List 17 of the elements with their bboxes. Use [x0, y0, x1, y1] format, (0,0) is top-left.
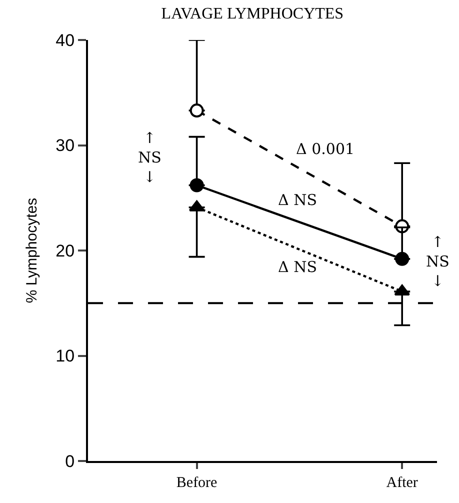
annotation: Δ NS [278, 191, 318, 209]
annotation: Δ 0.001 [296, 140, 355, 158]
chart-title: LAVAGE LYMPHOCYTES [161, 6, 344, 23]
y-tick-label: 20 [56, 241, 75, 260]
annotation: Δ NS [278, 258, 318, 276]
y-tick-label: 0 [65, 452, 75, 471]
x-tick-label: Before [176, 475, 218, 491]
annotation: ↑ NS ↓ [138, 129, 162, 186]
y-tick-label: 10 [56, 346, 75, 366]
point [190, 178, 204, 192]
annotation: ↑ NS ↓ [426, 233, 450, 290]
y-tick-label: 30 [56, 136, 75, 156]
x-tick-label: After [386, 475, 418, 491]
y-axis-title: % Lymphocytes [23, 198, 40, 304]
point [395, 252, 410, 266]
point [190, 104, 204, 118]
y-tick-label: 40 [56, 30, 75, 50]
